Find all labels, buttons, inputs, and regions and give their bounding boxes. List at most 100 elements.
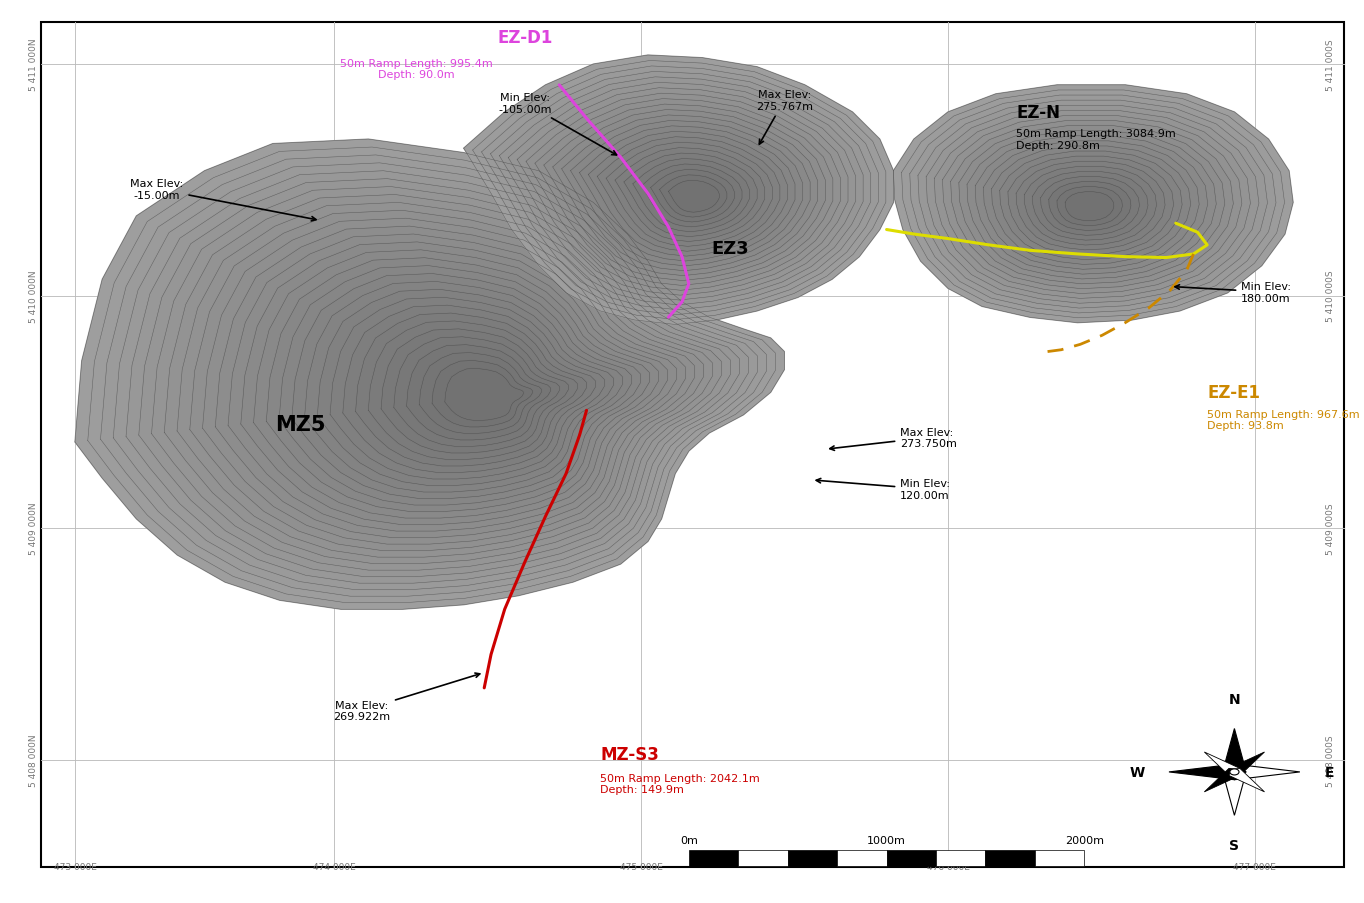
Polygon shape	[902, 91, 1285, 319]
Polygon shape	[1057, 188, 1123, 227]
Polygon shape	[1229, 752, 1264, 776]
Polygon shape	[473, 61, 885, 321]
Polygon shape	[983, 142, 1199, 270]
Text: S: S	[1229, 838, 1240, 852]
Polygon shape	[202, 219, 694, 545]
Polygon shape	[1065, 192, 1114, 221]
Text: 50m Ramp Length: 3084.9m
Depth: 290.8m: 50m Ramp Length: 3084.9m Depth: 290.8m	[1016, 129, 1176, 151]
Polygon shape	[951, 121, 1233, 289]
Polygon shape	[580, 126, 795, 262]
Polygon shape	[1222, 764, 1300, 780]
Polygon shape	[406, 345, 550, 441]
Polygon shape	[342, 306, 595, 473]
Text: EZ3: EZ3	[711, 239, 749, 257]
Polygon shape	[164, 195, 722, 564]
Text: E: E	[1324, 765, 1334, 779]
Polygon shape	[216, 227, 685, 538]
Polygon shape	[1222, 729, 1247, 780]
Polygon shape	[151, 187, 730, 571]
Text: EZ-N: EZ-N	[1016, 104, 1060, 122]
FancyBboxPatch shape	[41, 23, 1344, 867]
Polygon shape	[254, 250, 659, 518]
Polygon shape	[588, 132, 787, 256]
Polygon shape	[1041, 177, 1139, 236]
Bar	[887, 850, 936, 866]
Text: Max Elev:
269.922m: Max Elev: 269.922m	[333, 674, 480, 721]
Polygon shape	[975, 136, 1207, 275]
Polygon shape	[910, 96, 1275, 313]
Text: 5 408 000S: 5 408 000S	[1326, 734, 1335, 787]
Polygon shape	[934, 111, 1251, 299]
Text: 476 000E: 476 000E	[926, 862, 970, 871]
Polygon shape	[517, 88, 848, 296]
Circle shape	[1230, 769, 1239, 775]
Text: 474 000E: 474 000E	[312, 862, 356, 871]
Polygon shape	[1169, 764, 1247, 780]
Text: 2000m: 2000m	[1065, 835, 1103, 845]
Polygon shape	[113, 163, 757, 590]
Polygon shape	[139, 180, 739, 577]
Text: 473 000E: 473 000E	[53, 862, 97, 871]
Polygon shape	[552, 110, 817, 276]
Polygon shape	[292, 275, 632, 499]
Polygon shape	[75, 140, 784, 610]
Polygon shape	[445, 369, 524, 421]
Polygon shape	[597, 137, 780, 252]
Text: 5 410 000N: 5 410 000N	[29, 270, 38, 322]
Polygon shape	[651, 171, 734, 223]
Text: 50m Ramp Length: 967.6m
Depth: 93.8m: 50m Ramp Length: 967.6m Depth: 93.8m	[1207, 409, 1360, 431]
Polygon shape	[926, 107, 1259, 304]
Text: EZ-E1: EZ-E1	[1207, 384, 1260, 402]
Polygon shape	[660, 176, 727, 218]
Polygon shape	[241, 243, 667, 525]
Text: 5 411 000N: 5 411 000N	[29, 39, 38, 91]
Polygon shape	[394, 338, 559, 447]
Text: Max Elev:
273.750m: Max Elev: 273.750m	[829, 427, 958, 451]
Polygon shape	[356, 313, 587, 467]
Text: 50m Ramp Length: 2042.1m
Depth: 149.9m: 50m Ramp Length: 2042.1m Depth: 149.9m	[600, 773, 760, 795]
Polygon shape	[87, 148, 775, 603]
Bar	[788, 850, 837, 866]
Polygon shape	[228, 235, 677, 532]
Polygon shape	[330, 298, 604, 479]
Text: 5 410 000S: 5 410 000S	[1326, 270, 1335, 322]
Polygon shape	[304, 282, 622, 492]
Polygon shape	[1204, 752, 1240, 776]
Polygon shape	[499, 78, 863, 305]
Bar	[837, 850, 887, 866]
Text: 475 000E: 475 000E	[619, 862, 663, 871]
Polygon shape	[918, 101, 1267, 309]
Bar	[738, 850, 788, 866]
Polygon shape	[1204, 768, 1240, 792]
Text: 5 409 000N: 5 409 000N	[29, 502, 38, 554]
Polygon shape	[570, 121, 802, 266]
Polygon shape	[959, 126, 1225, 284]
Polygon shape	[1008, 157, 1173, 256]
Bar	[689, 850, 738, 866]
Bar	[1035, 850, 1084, 866]
Text: 5 411 000S: 5 411 000S	[1326, 39, 1335, 91]
Polygon shape	[190, 211, 704, 551]
Text: EZ-D1: EZ-D1	[498, 29, 552, 47]
Text: Min Elev:
180.00m: Min Elev: 180.00m	[1174, 282, 1292, 303]
Polygon shape	[491, 72, 870, 311]
Polygon shape	[1229, 768, 1264, 792]
Text: 5 408 000N: 5 408 000N	[29, 734, 38, 787]
Polygon shape	[562, 116, 810, 272]
Polygon shape	[527, 94, 840, 291]
Text: Min Elev:
120.00m: Min Elev: 120.00m	[816, 479, 951, 500]
Polygon shape	[641, 164, 742, 228]
Polygon shape	[1016, 162, 1165, 250]
Polygon shape	[668, 182, 719, 213]
Text: 5 409 000S: 5 409 000S	[1326, 502, 1335, 554]
Polygon shape	[266, 258, 649, 512]
Polygon shape	[381, 330, 569, 453]
Polygon shape	[177, 203, 712, 557]
Polygon shape	[318, 290, 614, 486]
Polygon shape	[606, 143, 772, 247]
Polygon shape	[1222, 764, 1247, 815]
Polygon shape	[101, 155, 767, 597]
Polygon shape	[280, 266, 640, 506]
Text: MZ5: MZ5	[274, 414, 326, 434]
Polygon shape	[967, 132, 1217, 280]
